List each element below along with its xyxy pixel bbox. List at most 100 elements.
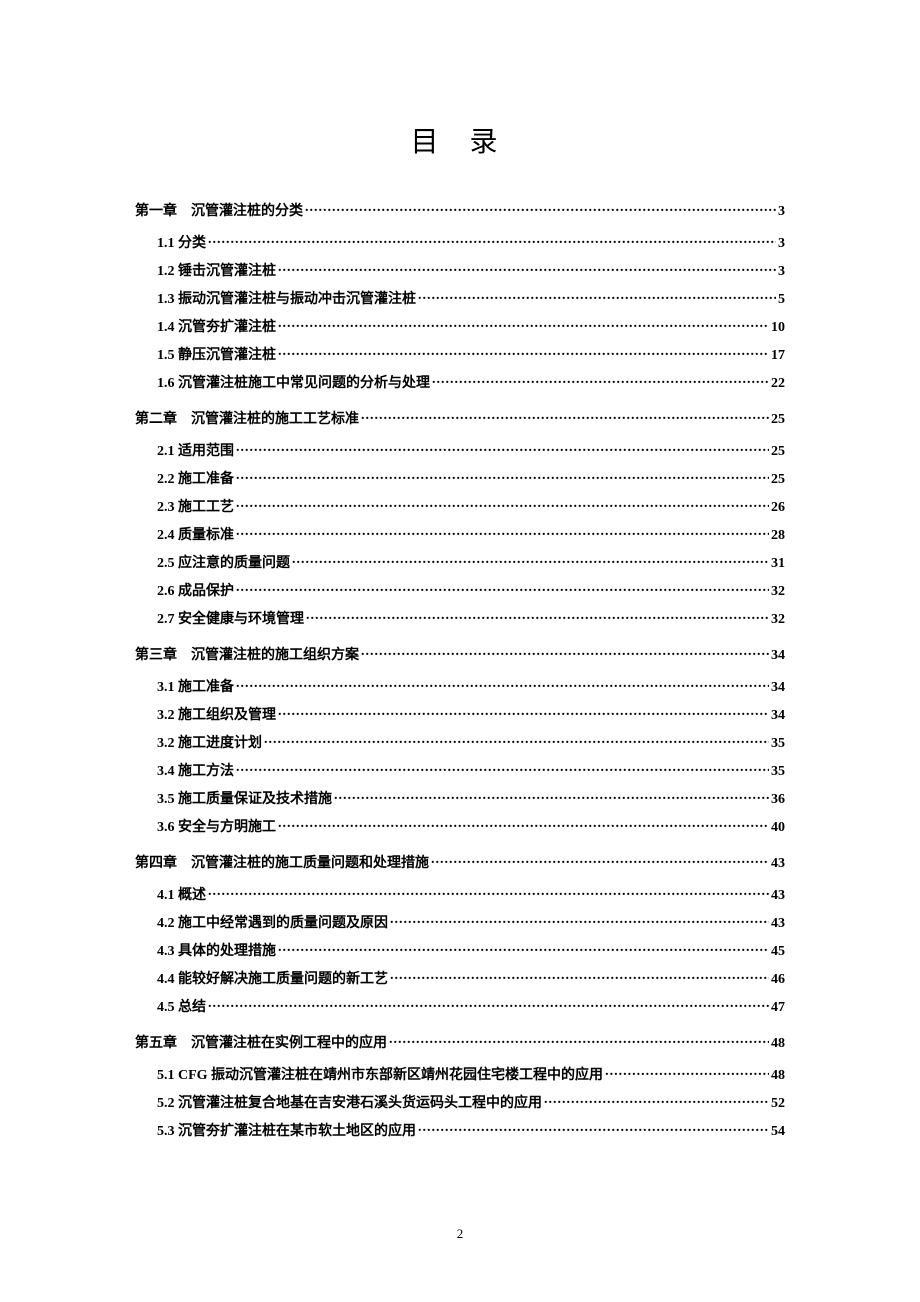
toc-sub-label: 3.4 施工方法 xyxy=(157,760,234,780)
toc-sub-page: 52 xyxy=(771,1096,785,1112)
toc-sub-row: 2.6 成品保护 32 xyxy=(157,580,785,600)
toc-sub-page: 32 xyxy=(771,612,785,628)
toc-sub-row: 2.7 安全健康与环境管理32 xyxy=(157,608,785,628)
toc-sub-label: 5.1 CFG 振动沉管灌注桩在靖州市东部新区靖州花园住宅楼工程中的应用 xyxy=(157,1064,603,1084)
toc-sub-label: 2.1 适用范围 xyxy=(157,440,234,460)
toc-sub-row: 2.5 应注意的质量问题 31 xyxy=(157,552,785,572)
toc-sub-page: 32 xyxy=(771,584,785,600)
toc-sub-label: 1.6 沉管灌注桩施工中常见问题的分析与处理 xyxy=(157,372,430,392)
toc-sub-title: 沉管灌注桩施工中常见问题的分析与处理 xyxy=(178,376,430,391)
toc-sub-row: 3.1 施工准备34 xyxy=(157,676,785,696)
toc-sub-number: 5.3 xyxy=(157,1124,178,1139)
toc-sub-title: 概述 xyxy=(178,888,206,903)
toc-dots xyxy=(418,289,776,303)
toc-sub-page: 36 xyxy=(771,792,785,808)
toc-sub-row: 3.5 施工质量保证及技术措施 36 xyxy=(157,788,785,808)
toc-sub-row: 1.6 沉管灌注桩施工中常见问题的分析与处理 22 xyxy=(157,372,785,392)
toc-dots xyxy=(361,645,769,659)
toc-sub-number: 4.4 xyxy=(157,972,178,987)
toc-sub-label: 4.5 总结 xyxy=(157,996,206,1016)
toc-sub-number: 1.6 xyxy=(157,376,178,391)
toc-sub-row: 4.1 概述 43 xyxy=(157,884,785,904)
toc-sub-row: 2.2 施工准备 25 xyxy=(157,468,785,488)
toc-sub-page: 28 xyxy=(771,528,785,544)
toc-dots xyxy=(278,317,769,331)
toc-sub-number: 1.2 xyxy=(157,264,178,279)
toc-sub-label: 3.2 施工进度计划 xyxy=(157,732,262,752)
toc-dots xyxy=(208,997,769,1011)
toc-sub-page: 3 xyxy=(778,236,785,252)
toc-sub-row: 1.4 沉管夯扩灌注桩10 xyxy=(157,316,785,336)
toc-sub-page: 45 xyxy=(771,944,785,960)
toc-sub-page: 47 xyxy=(771,1000,785,1016)
toc-dots xyxy=(432,373,769,387)
toc-chapter-page: 3 xyxy=(778,204,785,220)
toc-chapter-label: 第四章沉管灌注桩的施工质量问题和处理措施 xyxy=(135,852,429,872)
toc-sub-page: 31 xyxy=(771,556,785,572)
toc-sub-row: 5.3 沉管夯扩灌注桩在某市软土地区的应用54 xyxy=(157,1120,785,1140)
toc-sub-page: 43 xyxy=(771,888,785,904)
toc-sub-row: 3.2 施工组织及管理34 xyxy=(157,704,785,724)
toc-sub-page: 5 xyxy=(778,292,785,308)
toc-sub-number: 4.2 xyxy=(157,916,178,931)
toc-dots xyxy=(361,409,769,423)
toc-sub-title: 施工质量保证及技术措施 xyxy=(178,792,332,807)
toc-sub-title: 施工准备 xyxy=(178,680,234,695)
toc-sub-page: 22 xyxy=(771,376,785,392)
toc-sub-row: 2.1 适用范围25 xyxy=(157,440,785,460)
toc-chapter-page: 48 xyxy=(771,1036,785,1052)
toc-chapter-prefix: 第三章 xyxy=(135,648,177,663)
toc-sub-row: 5.2 沉管灌注桩复合地基在吉安港石溪头货运码头工程中的应用 52 xyxy=(157,1092,785,1112)
toc-sub-label: 2.5 应注意的质量问题 xyxy=(157,552,290,572)
toc-sub-page: 3 xyxy=(778,264,785,280)
document-title: 目 录 xyxy=(135,120,785,160)
toc-sub-label: 4.4 能较好解决施工质量问题的新工艺 xyxy=(157,968,388,988)
toc-chapter-prefix: 第一章 xyxy=(135,204,177,219)
toc-sub-title: 施工组织及管理 xyxy=(178,708,276,723)
toc-sub-page: 25 xyxy=(771,472,785,488)
toc-chapter-label: 第五章沉管灌注桩在实例工程中的应用 xyxy=(135,1032,387,1052)
toc-sub-row: 5.1 CFG 振动沉管灌注桩在靖州市东部新区靖州花园住宅楼工程中的应用48 xyxy=(157,1064,785,1084)
toc-dots xyxy=(208,885,769,899)
toc-dots xyxy=(236,677,769,691)
toc-sub-label: 2.2 施工准备 xyxy=(157,468,234,488)
toc-sub-label: 3.2 施工组织及管理 xyxy=(157,704,276,724)
toc-dots xyxy=(236,469,769,483)
toc-dots xyxy=(208,233,776,247)
toc-dots xyxy=(390,913,769,927)
toc-sub-number: 2.3 xyxy=(157,500,178,515)
toc-sub-title: 静压沉管灌注桩 xyxy=(178,348,276,363)
toc-dots xyxy=(418,1121,769,1135)
toc-dots xyxy=(236,497,769,511)
toc-sub-number: 3.4 xyxy=(157,764,178,779)
toc-sub-number: 5.2 xyxy=(157,1096,178,1111)
toc-chapter-row: 第四章沉管灌注桩的施工质量问题和处理措施 43 xyxy=(135,852,785,872)
toc-sub-label: 3.5 施工质量保证及技术措施 xyxy=(157,788,332,808)
toc-chapter-title: 沉管灌注桩的施工工艺标准 xyxy=(191,412,359,427)
toc-dots xyxy=(544,1093,769,1107)
toc-sub-number: 4.1 xyxy=(157,888,178,903)
toc-sub-title: 沉管夯扩灌注桩 xyxy=(178,320,276,335)
toc-sub-row: 3.4 施工方法35 xyxy=(157,760,785,780)
table-of-contents: 第一章沉管灌注桩的分类 31.1 分类31.2 锤击沉管灌注桩31.3 振动沉管… xyxy=(135,200,785,1140)
toc-sub-title: 分类 xyxy=(178,236,206,251)
toc-dots xyxy=(431,853,769,867)
toc-sub-title: 总结 xyxy=(178,1000,206,1015)
toc-sub-label: 1.1 分类 xyxy=(157,232,206,252)
toc-chapter-title: 沉管灌注桩的施工质量问题和处理措施 xyxy=(191,856,429,871)
toc-chapter-row: 第三章沉管灌注桩的施工组织方案 34 xyxy=(135,644,785,664)
toc-sub-label: 2.6 成品保护 xyxy=(157,580,234,600)
toc-sub-page: 40 xyxy=(771,820,785,836)
toc-sub-label: 1.4 沉管夯扩灌注桩 xyxy=(157,316,276,336)
toc-sub-label: 5.2 沉管灌注桩复合地基在吉安港石溪头货运码头工程中的应用 xyxy=(157,1092,542,1112)
toc-sub-title: 沉管夯扩灌注桩在某市软土地区的应用 xyxy=(178,1124,416,1139)
toc-sub-title: 锤击沉管灌注桩 xyxy=(178,264,276,279)
toc-sub-label: 2.3 施工工艺 xyxy=(157,496,234,516)
toc-dots xyxy=(605,1065,769,1079)
toc-dots xyxy=(305,201,776,215)
toc-sub-title: 沉管灌注桩复合地基在吉安港石溪头货运码头工程中的应用 xyxy=(178,1096,542,1111)
toc-sub-row: 1.2 锤击沉管灌注桩 3 xyxy=(157,260,785,280)
toc-sub-row: 4.5 总结 47 xyxy=(157,996,785,1016)
toc-sub-title: 施工准备 xyxy=(178,472,234,487)
toc-sub-label: 1.5 静压沉管灌注桩 xyxy=(157,344,276,364)
